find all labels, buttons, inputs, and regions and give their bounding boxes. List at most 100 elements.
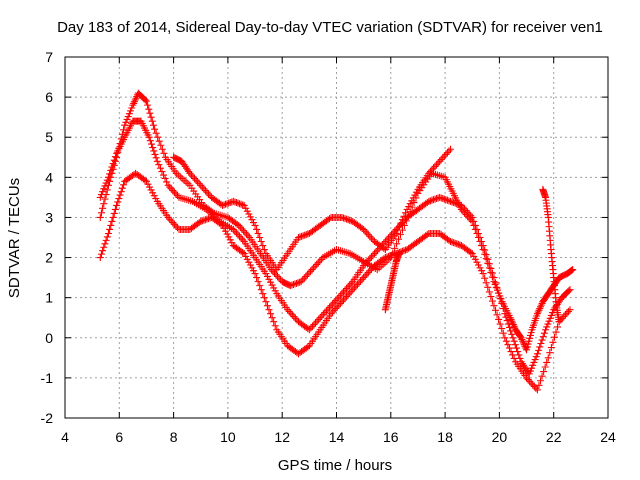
data-point — [519, 337, 527, 345]
data-point — [533, 350, 541, 358]
data-point — [451, 239, 459, 247]
data-point — [339, 296, 347, 304]
data-point — [341, 286, 349, 294]
data-point — [195, 180, 203, 188]
data-point — [344, 216, 352, 224]
data-point — [374, 246, 382, 254]
data-point — [234, 199, 242, 207]
data-point — [495, 315, 503, 323]
data-point — [509, 319, 517, 327]
data-point — [104, 173, 112, 181]
data-point — [330, 298, 338, 306]
data-point — [485, 260, 493, 268]
data-point — [433, 161, 441, 169]
data-point — [519, 339, 527, 347]
data-point — [148, 117, 156, 125]
data-point — [355, 279, 363, 287]
data-point — [343, 293, 351, 301]
data-point — [436, 157, 444, 165]
data-point — [451, 199, 459, 207]
data-point — [330, 306, 338, 314]
data-point — [313, 260, 321, 268]
data-point — [538, 372, 546, 380]
data-point — [170, 188, 178, 196]
data-point — [357, 277, 365, 285]
data-point — [305, 269, 313, 277]
data-point — [287, 309, 295, 317]
data-point — [167, 185, 175, 193]
data-point — [464, 208, 472, 216]
data-point — [367, 265, 375, 273]
data-point — [96, 254, 104, 262]
data-point — [197, 217, 205, 225]
data-point — [447, 238, 455, 246]
data-point — [555, 318, 563, 326]
data-point — [498, 299, 506, 307]
data-point — [445, 236, 453, 244]
data-point — [286, 282, 294, 290]
y-tick-label: 2 — [45, 250, 53, 266]
data-point — [310, 321, 318, 329]
data-point — [315, 315, 323, 323]
data-point — [384, 252, 392, 260]
data-point — [495, 289, 503, 297]
data-point — [383, 253, 391, 261]
data-point — [201, 187, 209, 195]
data-point — [150, 147, 158, 155]
data-point — [498, 325, 506, 333]
data-point — [243, 230, 251, 238]
data-point — [254, 229, 262, 237]
data-point — [343, 284, 351, 292]
data-point — [203, 215, 211, 223]
data-point — [540, 329, 548, 337]
data-point — [465, 210, 473, 218]
data-point — [106, 170, 114, 178]
data-point — [507, 315, 515, 323]
data-point — [160, 149, 168, 157]
data-point — [478, 238, 486, 246]
data-point — [336, 291, 344, 299]
data-point — [522, 344, 530, 352]
x-tick-label: 6 — [115, 429, 123, 445]
data-point — [294, 279, 302, 287]
data-point — [100, 243, 108, 251]
data-point — [172, 222, 180, 230]
data-point — [346, 289, 354, 297]
data-point — [552, 328, 560, 336]
data-point — [333, 295, 341, 303]
data-point — [470, 217, 478, 225]
data-point — [439, 154, 447, 162]
data-point — [515, 351, 523, 359]
data-point — [191, 174, 199, 182]
data-point — [479, 270, 487, 278]
x-tick-labels: 4 6 8 10 12 14 16 18 20 22 24 — [61, 429, 616, 445]
data-point — [402, 209, 410, 217]
data-point — [100, 200, 108, 208]
data-point — [431, 195, 439, 203]
data-point — [493, 311, 501, 319]
data-point — [195, 219, 203, 227]
data-point — [198, 217, 206, 225]
data-point — [457, 201, 465, 209]
data-point — [514, 348, 522, 356]
data-point — [169, 219, 177, 227]
data-point — [338, 290, 346, 298]
data-point — [496, 320, 504, 328]
data-point — [460, 205, 468, 213]
data-point — [433, 195, 441, 203]
data-point — [109, 160, 117, 168]
data-point — [147, 113, 155, 121]
data-point — [163, 178, 171, 186]
data-point — [492, 279, 500, 287]
data-point — [537, 303, 545, 311]
data-point — [274, 272, 282, 280]
data-point — [154, 133, 162, 141]
data-point — [256, 234, 264, 241]
data-point — [253, 274, 261, 282]
data-point — [366, 232, 374, 240]
data-point — [110, 156, 118, 164]
data-point — [394, 226, 402, 234]
data-point — [393, 240, 401, 248]
data-point — [352, 282, 360, 290]
data-point — [146, 109, 154, 117]
